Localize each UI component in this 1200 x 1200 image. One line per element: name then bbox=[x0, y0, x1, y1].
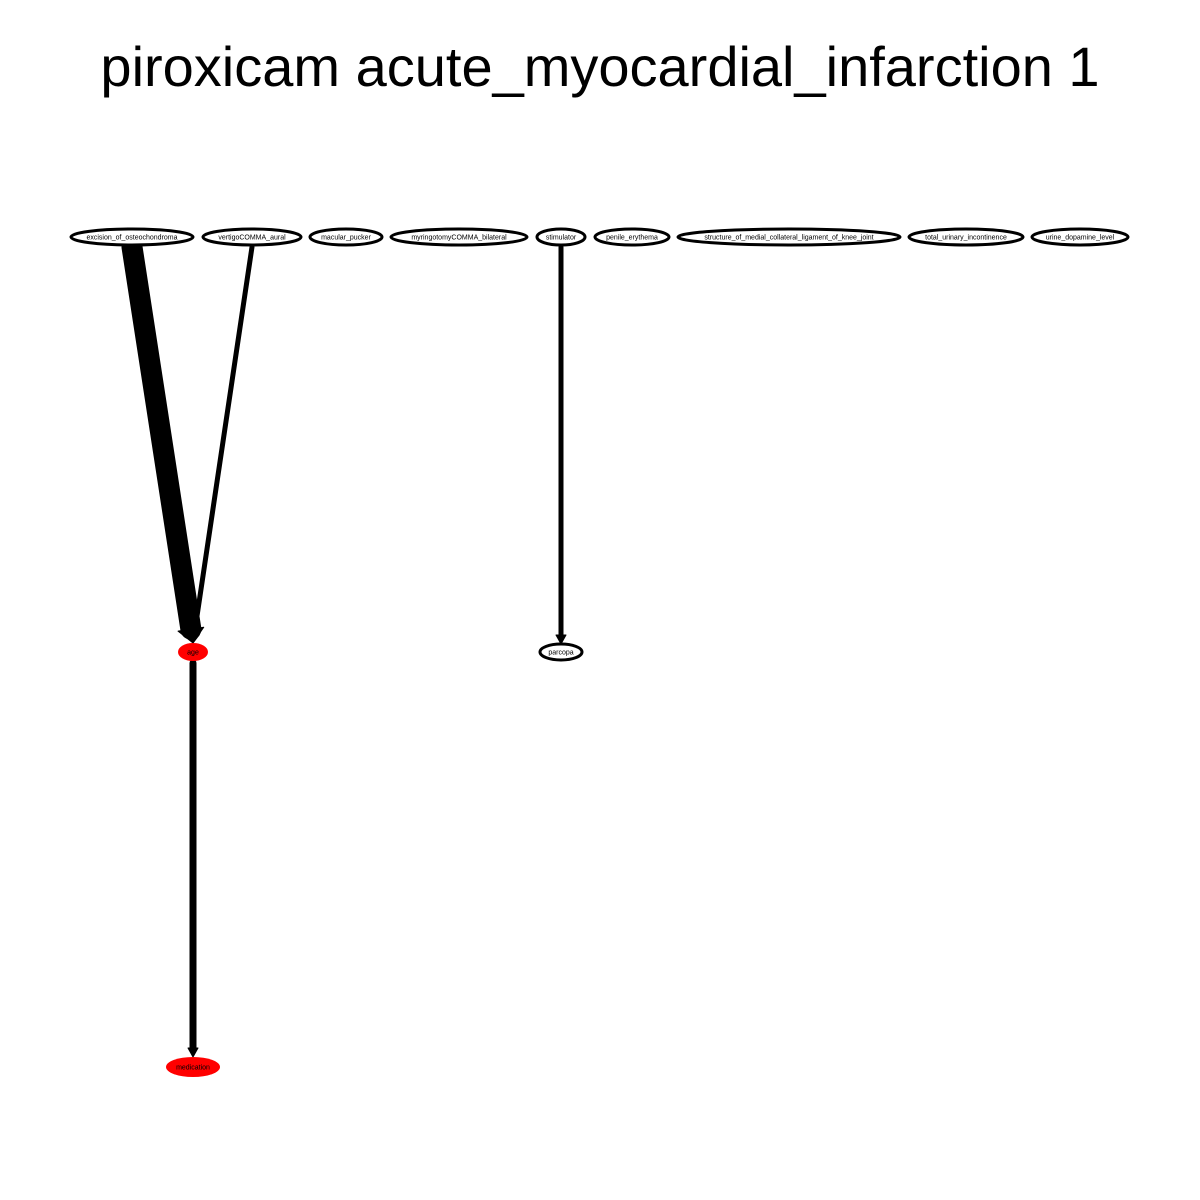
node-structure_of_medial_collateral_ligament_of_knee_joint: structure_of_medial_collateral_ligament_… bbox=[676, 227, 902, 247]
node-label: parcopa bbox=[548, 650, 573, 657]
node-urine_dopamine_level: urine_dopamine_level bbox=[1030, 227, 1130, 247]
node-label: excision_of_osteochondroma bbox=[86, 235, 177, 242]
node-label: total_urinary_incontinence bbox=[925, 235, 1007, 242]
edge-arrowhead bbox=[187, 1047, 199, 1058]
node-label: structure_of_medial_collateral_ligament_… bbox=[704, 235, 873, 242]
node-ellipse bbox=[676, 227, 902, 247]
node-label: vertigoCOMMA_aural bbox=[218, 235, 286, 242]
node-medication: medication bbox=[166, 1057, 220, 1077]
node-stimulator: stimulator bbox=[535, 227, 587, 247]
edge-excision_of_osteochondroma-to-age bbox=[121, 236, 205, 644]
node-ellipse bbox=[69, 227, 195, 247]
node-myringotomyCOMMA_bilateral: myringotomyCOMMA_bilateral bbox=[389, 227, 529, 247]
node-ellipse bbox=[1030, 227, 1130, 247]
node-parcopa: parcopa bbox=[538, 642, 584, 662]
node-excision_of_osteochondroma: excision_of_osteochondroma bbox=[69, 227, 195, 247]
nodes-layer: excision_of_osteochondroma vertigoCOMMA_a… bbox=[69, 227, 1130, 1077]
edge-arrowhead bbox=[555, 634, 567, 645]
edge-age-to-medication bbox=[187, 659, 199, 1058]
node-penile_erythema: penile_erythema bbox=[593, 227, 671, 247]
node-ellipse bbox=[538, 642, 584, 662]
node-macular_pucker: macular_pucker bbox=[308, 227, 384, 247]
node-ellipse bbox=[535, 227, 587, 247]
node-vertigoCOMMA_aural: vertigoCOMMA_aural bbox=[201, 227, 303, 247]
diagram-title: piroxicam acute_myocardial_infarction 1 bbox=[100, 35, 1099, 98]
node-ellipse bbox=[308, 227, 384, 247]
edges-layer bbox=[121, 236, 567, 1058]
node-label: urine_dopamine_level bbox=[1046, 235, 1115, 242]
edge-line bbox=[121, 236, 202, 640]
node-label: age bbox=[187, 650, 199, 657]
node-ellipse bbox=[389, 227, 529, 247]
node-ellipse bbox=[593, 227, 671, 247]
node-label: myringotomyCOMMA_bilateral bbox=[411, 235, 507, 242]
node-total_urinary_incontinence: total_urinary_incontinence bbox=[907, 227, 1025, 247]
node-label: penile_erythema bbox=[606, 235, 658, 242]
node-label: stimulator bbox=[546, 235, 577, 242]
node-ellipse bbox=[201, 227, 303, 247]
node-label: macular_pucker bbox=[321, 235, 371, 242]
edge-vertigoCOMMA_aural-to-age bbox=[188, 244, 255, 644]
node-age: age bbox=[178, 643, 208, 661]
edge-line bbox=[191, 244, 255, 637]
node-label: medication bbox=[176, 1065, 210, 1072]
edge-stimulator-to-parcopa bbox=[555, 244, 567, 645]
node-ellipse bbox=[166, 1057, 220, 1077]
edge-arrowhead bbox=[188, 632, 200, 644]
node-ellipse bbox=[178, 643, 208, 661]
node-ellipse bbox=[907, 227, 1025, 247]
